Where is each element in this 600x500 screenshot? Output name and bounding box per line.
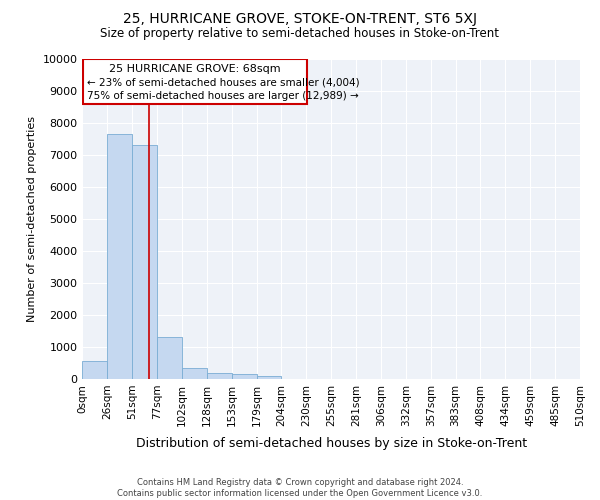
Bar (182, 368, 207, 379)
FancyBboxPatch shape (83, 59, 307, 104)
Bar (82, 361, 107, 379)
Bar (232, 374, 257, 379)
Bar (207, 372, 232, 379)
Text: Size of property relative to semi-detached houses in Stoke-on-Trent: Size of property relative to semi-detach… (101, 28, 499, 40)
Bar (132, 146, 157, 379)
Bar (257, 376, 281, 379)
Text: 25, HURRICANE GROVE, STOKE-ON-TRENT, ST6 5XJ: 25, HURRICANE GROVE, STOKE-ON-TRENT, ST6… (123, 12, 477, 26)
Text: 25 HURRICANE GROVE: 68sqm: 25 HURRICANE GROVE: 68sqm (109, 64, 281, 74)
Text: 75% of semi-detached houses are larger (12,989) →: 75% of semi-detached houses are larger (… (87, 90, 359, 101)
Bar (107, 134, 132, 379)
Bar (157, 338, 182, 379)
X-axis label: Distribution of semi-detached houses by size in Stoke-on-Trent: Distribution of semi-detached houses by … (136, 437, 527, 450)
Text: ← 23% of semi-detached houses are smaller (4,004): ← 23% of semi-detached houses are smalle… (87, 78, 360, 88)
Text: Contains HM Land Registry data © Crown copyright and database right 2024.
Contai: Contains HM Land Registry data © Crown c… (118, 478, 482, 498)
Y-axis label: Number of semi-detached properties: Number of semi-detached properties (27, 116, 37, 322)
